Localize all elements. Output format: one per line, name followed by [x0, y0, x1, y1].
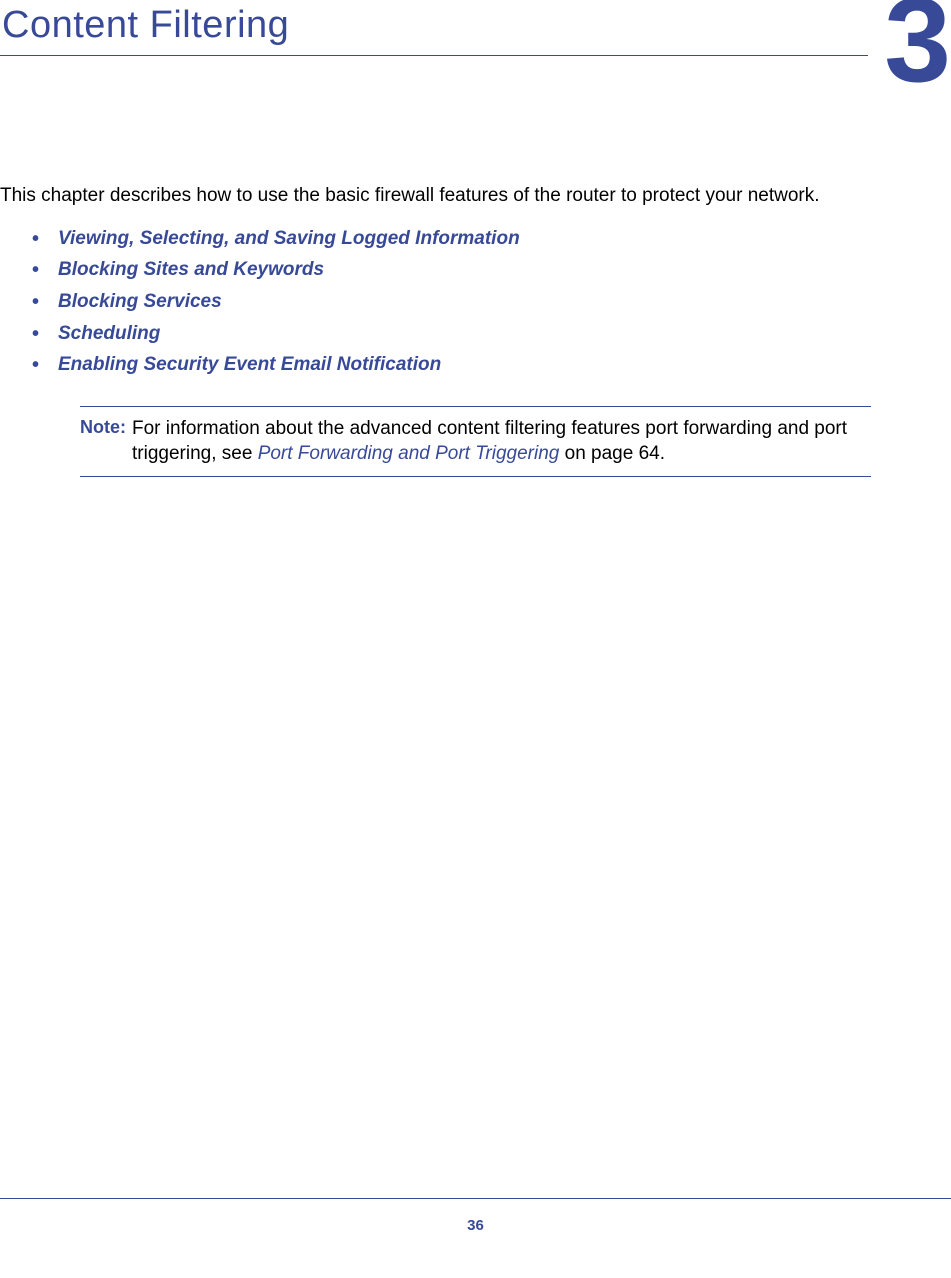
- chapter-number: 3: [884, 0, 951, 100]
- topic-link[interactable]: Blocking Sites and Keywords: [58, 259, 324, 280]
- topic-link[interactable]: Viewing, Selecting, and Saving Logged In…: [58, 228, 520, 249]
- list-item: Enabling Security Event Email Notificati…: [32, 352, 951, 378]
- page-number: 36: [0, 1217, 951, 1234]
- note-content: For information about the advanced conte…: [132, 417, 871, 466]
- page-container: 3 Content Filtering This chapter describ…: [0, 0, 951, 1278]
- title-underline: [0, 55, 868, 56]
- topic-link[interactable]: Blocking Services: [58, 291, 222, 312]
- footer-divider: [0, 1198, 951, 1199]
- note-link[interactable]: Port Forwarding and Port Triggering: [258, 443, 560, 464]
- note-box: Note: For information about the advanced…: [80, 406, 871, 477]
- topic-link[interactable]: Enabling Security Event Email Notificati…: [58, 354, 441, 375]
- chapter-intro-text: This chapter describes how to use the ba…: [0, 184, 951, 208]
- list-item: Scheduling: [32, 321, 951, 347]
- list-item: Blocking Sites and Keywords: [32, 257, 951, 283]
- list-item: Blocking Services: [32, 289, 951, 315]
- note-row: Note: For information about the advanced…: [80, 417, 871, 466]
- note-label: Note:: [80, 417, 132, 438]
- chapter-title: Content Filtering: [0, 4, 951, 47]
- note-text-after: on page 64.: [559, 443, 665, 464]
- topic-link-list: Viewing, Selecting, and Saving Logged In…: [0, 226, 951, 378]
- page-footer: 36: [0, 1198, 951, 1234]
- chapter-header: 3 Content Filtering: [0, 0, 951, 56]
- topic-link[interactable]: Scheduling: [58, 323, 160, 344]
- list-item: Viewing, Selecting, and Saving Logged In…: [32, 226, 951, 252]
